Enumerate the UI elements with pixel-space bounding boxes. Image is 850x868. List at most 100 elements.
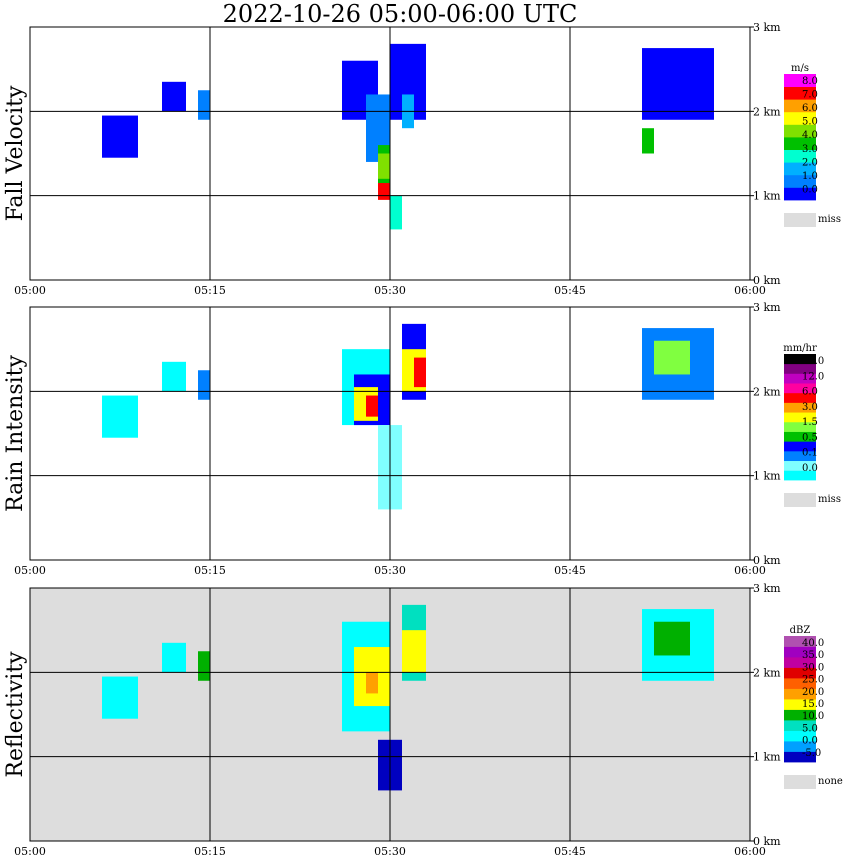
reflectivity-echo bbox=[654, 621, 690, 656]
rain-intensity-echo bbox=[654, 340, 690, 375]
reflectivity-legend-swatch bbox=[784, 741, 816, 752]
reflectivity-legend-swatch bbox=[784, 688, 816, 700]
reflectivity-legend-label: 30.0 bbox=[802, 662, 824, 673]
rain-intensity-legend-swatch bbox=[784, 363, 816, 374]
reflectivity-y-tick-label: 1 km bbox=[753, 751, 781, 764]
reflectivity-echo bbox=[162, 642, 186, 673]
rain-intensity-legend-swatch bbox=[784, 354, 816, 365]
reflectivity-x-tick-label: 05:30 bbox=[374, 845, 406, 858]
reflectivity-y-tick-label: 0 km bbox=[753, 835, 781, 848]
fall-velocity-legend-unit: m/s bbox=[791, 63, 809, 74]
rain-intensity-legend-label: 0.0 bbox=[802, 463, 818, 474]
reflectivity-legend-swatch bbox=[784, 646, 816, 658]
rain-intensity-echo bbox=[366, 395, 378, 417]
rain-intensity-legend-swatch bbox=[784, 421, 816, 432]
fall-velocity-legend-label: 7.0 bbox=[802, 90, 818, 101]
reflectivity-legend-label: -5.0 bbox=[802, 748, 821, 759]
rain-intensity-legend-miss-label: miss bbox=[818, 494, 841, 505]
rain-intensity-legend-miss-swatch bbox=[784, 493, 816, 507]
fall-velocity-legend-label: 6.0 bbox=[802, 103, 818, 114]
rain-intensity-x-tick-label: 05:00 bbox=[14, 564, 46, 577]
fall-velocity-legend-label: 3.0 bbox=[802, 144, 818, 155]
fall-velocity-legend-label: 4.0 bbox=[802, 130, 818, 141]
fall-velocity-legend-label: 5.0 bbox=[802, 117, 818, 128]
reflectivity-x-tick-label: 06:00 bbox=[734, 845, 766, 858]
fall-velocity-x-tick-label: 05:45 bbox=[554, 284, 586, 297]
fall-velocity-panel: 05:00 05:15 05:30 05:45 06:000 km 1 km 2 km 3 k… bbox=[3, 21, 841, 297]
fall-velocity-echo bbox=[198, 90, 210, 120]
reflectivity-echo bbox=[102, 676, 138, 719]
fall-velocity-echo bbox=[102, 115, 138, 158]
rain-intensity-legend-swatch bbox=[784, 431, 816, 442]
rain-intensity-legend-unit: mm/hr bbox=[783, 343, 817, 354]
reflectivity-legend-swatch bbox=[784, 730, 816, 742]
reflectivity-legend-label: 25.0 bbox=[802, 675, 824, 686]
fall-velocity-y-tick-label: 0 km bbox=[753, 274, 781, 287]
fall-velocity-legend-swatch bbox=[784, 137, 816, 150]
fall-velocity-x-tick-label: 06:00 bbox=[734, 284, 766, 297]
rain-intensity-echo bbox=[162, 361, 186, 392]
rain-intensity-x-tick-label: 05:30 bbox=[374, 564, 406, 577]
rain-intensity-y-tick-label: 0 km bbox=[753, 554, 781, 567]
reflectivity-legend-swatch bbox=[784, 720, 816, 731]
reflectivity-y-tick-label: 3 km bbox=[753, 582, 781, 595]
rain-intensity-legend-label: 3.0 bbox=[802, 402, 818, 413]
fall-velocity-echo bbox=[378, 153, 390, 179]
rain-intensity-x-tick-label: 05:15 bbox=[194, 564, 226, 577]
fall-velocity-legend-swatch bbox=[784, 111, 816, 125]
reflectivity-legend-miss-swatch bbox=[784, 775, 816, 789]
rain-intensity-legend-swatch bbox=[784, 383, 816, 394]
rain-intensity-legend-swatch bbox=[784, 392, 816, 403]
rain-intensity-frame bbox=[29, 306, 751, 561]
reflectivity-legend-swatch bbox=[784, 657, 816, 668]
fall-velocity-y-tick-label: 1 km bbox=[753, 190, 781, 203]
reflectivity-legend-label: 35.0 bbox=[802, 650, 824, 661]
fall-velocity-x-tick-label: 05:00 bbox=[14, 284, 46, 297]
rain-intensity-legend-label: 0.5 bbox=[802, 432, 818, 443]
rain-intensity-legend-label: 48.0 bbox=[802, 356, 824, 367]
reflectivity-legend-label: 15.0 bbox=[802, 699, 824, 710]
reflectivity-echo bbox=[366, 672, 378, 694]
rain-intensity-legend-swatch bbox=[784, 373, 816, 384]
fall-velocity-legend-swatch bbox=[784, 124, 816, 138]
reflectivity-frame bbox=[29, 587, 751, 842]
reflectivity-x-tick-label: 05:15 bbox=[194, 845, 226, 858]
rain-intensity-legend-swatch bbox=[784, 450, 816, 462]
fall-velocity-echo bbox=[378, 183, 390, 200]
reflectivity-x-tick-label: 05:00 bbox=[14, 845, 46, 858]
fall-velocity-echo bbox=[162, 81, 186, 112]
fall-velocity-legend-swatch bbox=[784, 99, 816, 113]
fall-velocity-legend-label: 1.0 bbox=[802, 171, 818, 182]
fall-velocity-legend-label: 2.0 bbox=[802, 157, 818, 168]
rain-intensity-legend-swatch bbox=[784, 402, 816, 413]
reflectivity-legend-swatch bbox=[784, 678, 816, 689]
fall-velocity-y-tick-label: 2 km bbox=[753, 105, 781, 118]
rain-intensity-legend-swatch bbox=[784, 460, 816, 471]
reflectivity-axis-label: Reflectivity bbox=[3, 651, 28, 778]
rain-intensity-x-tick-label: 05:45 bbox=[554, 564, 586, 577]
reflectivity-legend-unit: dBZ bbox=[790, 625, 811, 636]
rain-intensity-legend-label: 12.0 bbox=[802, 371, 824, 382]
rain-intensity-legend-label: 6.0 bbox=[802, 387, 818, 398]
rain-intensity-legend-swatch bbox=[784, 470, 816, 481]
rain-intensity-echo bbox=[198, 370, 210, 400]
fall-velocity-frame bbox=[29, 26, 751, 281]
reflectivity-legend-swatch bbox=[784, 699, 816, 710]
fall-velocity-x-tick-label: 05:30 bbox=[374, 284, 406, 297]
rain-intensity-legend-swatch bbox=[784, 412, 816, 423]
rain-intensity-legend-swatch bbox=[784, 441, 816, 452]
reflectivity-y-tick-label: 2 km bbox=[753, 666, 781, 679]
fall-velocity-y-tick-label: 3 km bbox=[753, 21, 781, 34]
fall-velocity-x-tick-label: 05:15 bbox=[194, 284, 226, 297]
reflectivity-legend-label: 20.0 bbox=[802, 687, 824, 698]
fall-velocity-legend-swatch bbox=[784, 149, 816, 163]
reflectivity-legend-miss-label: none bbox=[818, 776, 843, 787]
fall-velocity-legend-swatch bbox=[784, 86, 816, 100]
reflectivity-echo bbox=[198, 651, 210, 681]
fall-velocity-legend-swatch bbox=[784, 187, 816, 201]
fall-velocity-legend-miss-label: miss bbox=[818, 214, 841, 225]
rain-intensity-legend-label: 0.1 bbox=[802, 448, 818, 459]
reflectivity-legend-swatch bbox=[784, 667, 816, 679]
